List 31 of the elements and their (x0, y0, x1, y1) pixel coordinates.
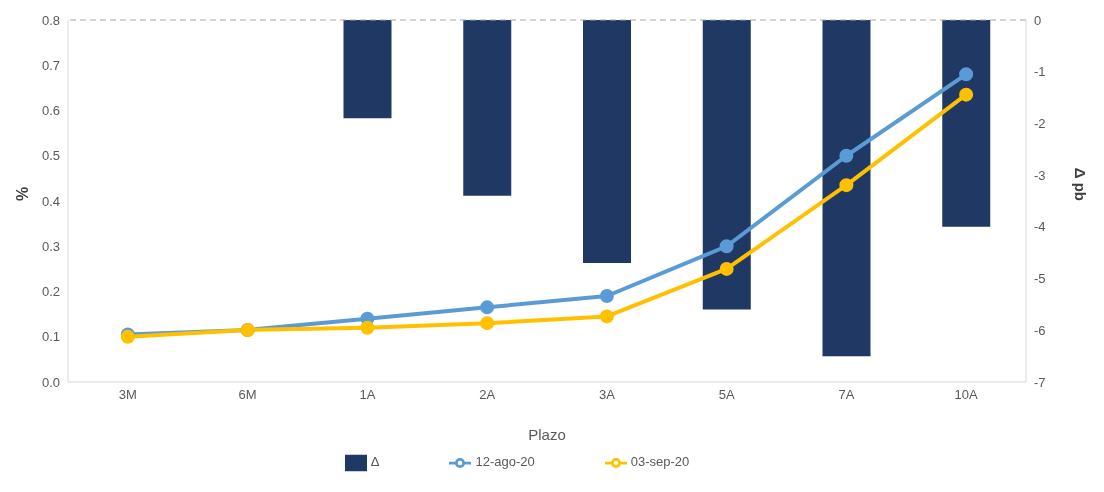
x-tick-label: 7A (838, 387, 855, 403)
legend-label: 12-ago-20 (475, 454, 535, 470)
x-tick-label: 3A (598, 387, 616, 403)
y-tick-label: 0.4 (41, 193, 60, 209)
y2-tick-label: -3 (1034, 167, 1046, 183)
y2-tick-label: -2 (1034, 116, 1046, 132)
y2-tick-label: 0 (1034, 12, 1042, 28)
y-tick-label: 0.6 (41, 103, 60, 119)
x-axis-title: Plazo (528, 426, 566, 443)
x-tick-label: 10A (954, 387, 979, 403)
y2-axis-title: Δ pb (1071, 167, 1089, 201)
y-tick-label: 0.5 (41, 148, 60, 164)
x-tick-label: 3M (118, 387, 137, 403)
y-tick-label: 0.8 (41, 12, 60, 28)
legend-label: Δ (370, 454, 380, 470)
y2-tick-label: -6 (1034, 322, 1046, 338)
y2-tick-label: -7 (1034, 374, 1046, 390)
x-tick-label: 1A (359, 387, 376, 403)
y2-tick-label: -5 (1034, 271, 1046, 287)
y2-tick-label: -4 (1034, 219, 1046, 235)
y-tick-label: 0.7 (41, 57, 60, 73)
y-tick-label: 0.2 (41, 284, 60, 300)
y-tick-label: 0.0 (41, 374, 60, 390)
y2-tick-label: -1 (1034, 64, 1046, 80)
y-axis-title: % (13, 186, 31, 201)
x-tick-label: 2A (479, 387, 496, 403)
x-tick-label: 6M (238, 387, 257, 403)
y-tick-label: 0.1 (41, 329, 60, 345)
y-tick-label: 0.3 (41, 238, 60, 254)
legend-label: 03-sep-20 (630, 454, 690, 470)
x-tick-label: 5A (718, 387, 735, 403)
